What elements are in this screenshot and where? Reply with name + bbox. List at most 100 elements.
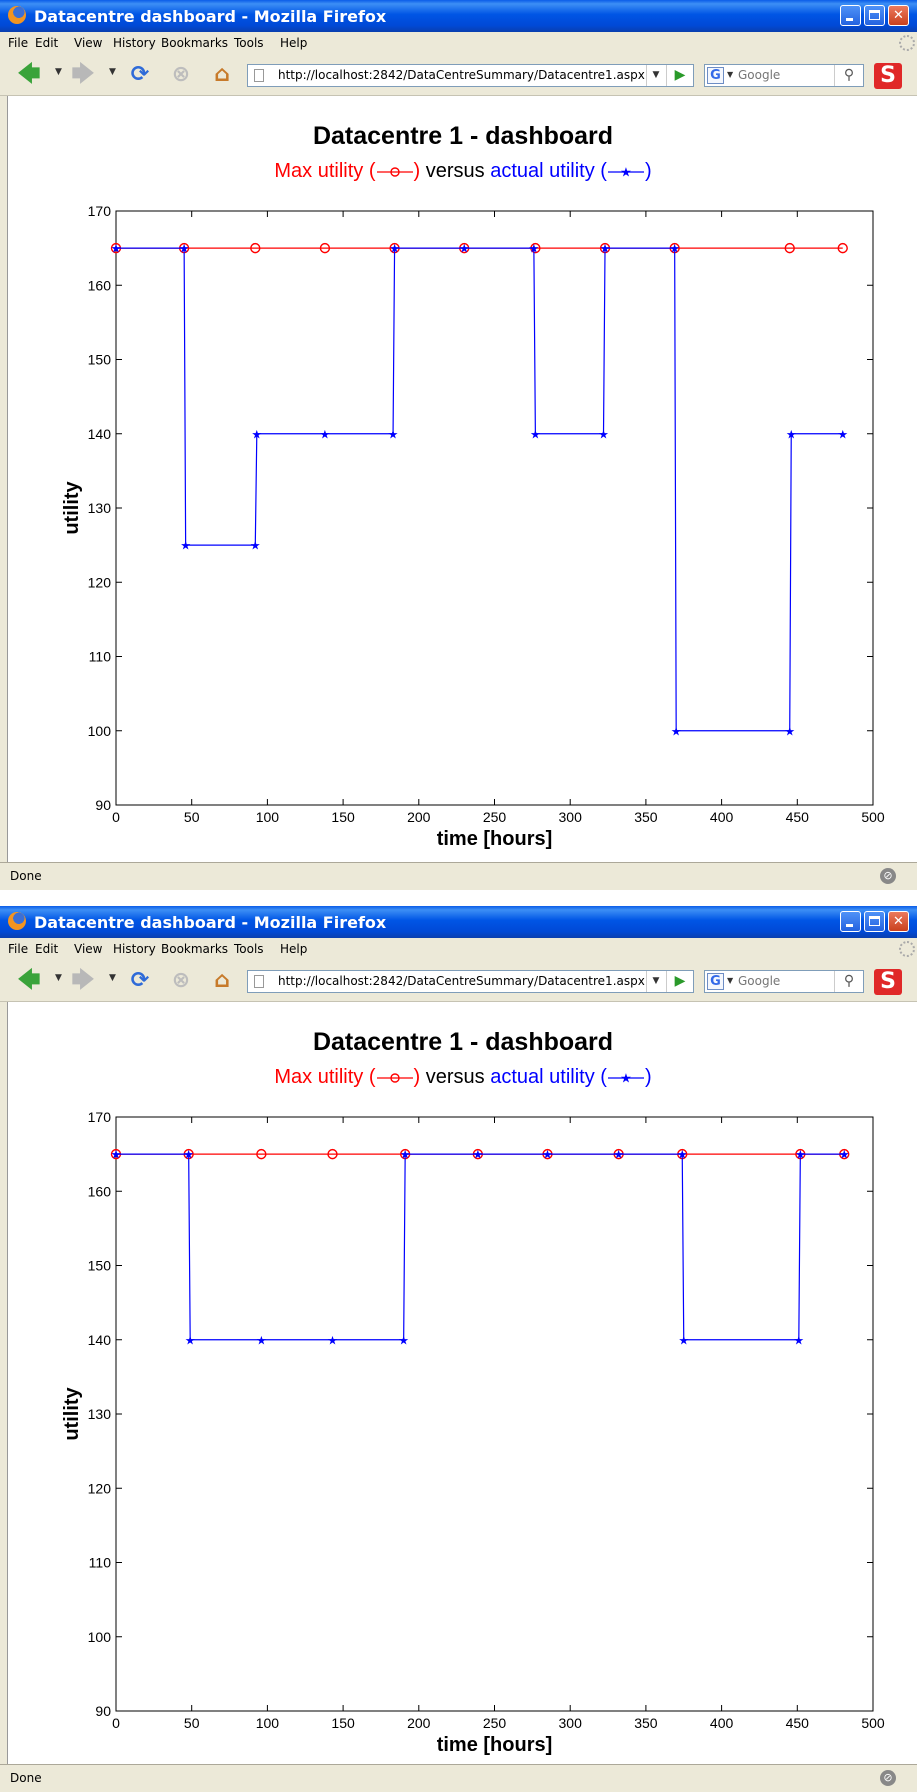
browser-window-top: Datacentre dashboard - Mozilla Firefox ✕…	[0, 0, 917, 890]
max-utility-point	[250, 242, 261, 254]
menu-item-help[interactable]: Help	[280, 942, 308, 956]
menu-item-view[interactable]: View	[74, 36, 103, 50]
reload-icon[interactable]: ⟳	[130, 968, 150, 993]
y-tick-label: 150	[88, 1258, 112, 1274]
search-input[interactable]	[738, 973, 824, 989]
reload-icon[interactable]: ⟳	[130, 62, 150, 87]
window-title: Datacentre dashboard - Mozilla Firefox	[34, 7, 387, 26]
dashboard-title: Datacentre 1 - dashboard	[312, 1028, 614, 1056]
x-tick-label: 100	[256, 1715, 280, 1731]
extension-s-icon[interactable]: S	[874, 969, 902, 995]
y-tick-label: 170	[88, 203, 112, 219]
y-tick-label: 100	[88, 1629, 112, 1645]
menu-item-history[interactable]: History	[113, 942, 156, 956]
url-text[interactable]: http://localhost:2842/DataCentreSummary/…	[278, 68, 645, 82]
page-content: Datacentre 1 - dashboard Max utility () …	[7, 96, 917, 862]
back-arrow-icon[interactable]: 🡄	[17, 968, 41, 993]
menu-item-bookmarks[interactable]: Bookmarks	[161, 36, 229, 50]
google-engine-icon[interactable]: G	[707, 973, 724, 990]
url-bar[interactable]: http://localhost:2842/DataCentreSummary/…	[247, 970, 694, 993]
url-dropdown-icon[interactable]: ▼	[646, 65, 665, 86]
y-tick-label: 120	[88, 1480, 112, 1496]
actual-utility-point: ★	[671, 724, 682, 738]
menu-item-tools[interactable]: Tools	[234, 942, 264, 956]
maximize-button[interactable]	[864, 911, 885, 932]
x-tick-label: 500	[861, 1715, 885, 1731]
y-tick-label: 110	[89, 1555, 112, 1571]
go-arrow-icon[interactable]: ▶	[666, 971, 693, 992]
x-tick-label: 0	[112, 809, 120, 825]
y-tick-label: 160	[88, 1183, 112, 1199]
url-dropdown-icon[interactable]: ▼	[646, 971, 665, 992]
search-icon[interactable]: ⚲	[834, 971, 863, 992]
menu-item-tools[interactable]: Tools	[234, 36, 264, 50]
menu-item-bookmarks[interactable]: Bookmarks	[161, 942, 229, 956]
forward-history-dropdown-icon[interactable]: ▼	[109, 973, 116, 983]
y-tick-label: 130	[88, 1406, 112, 1422]
actual-utility-point: ★	[786, 427, 797, 441]
svg-text:★: ★	[620, 1072, 632, 1084]
subtitle-max-label: Max utility (	[274, 160, 376, 182]
menu-item-help[interactable]: Help	[280, 36, 308, 50]
search-engine-dropdown-icon[interactable]: ▼	[727, 70, 734, 79]
stop-icon[interactable]: ⊗	[171, 968, 191, 993]
stop-icon[interactable]: ⊗	[171, 62, 191, 87]
x-tick-label: 150	[331, 1715, 355, 1731]
page-icon	[254, 69, 264, 82]
extension-s-icon[interactable]: S	[874, 63, 902, 89]
max-utility-point	[837, 242, 848, 254]
minimize-button[interactable]	[840, 5, 861, 26]
x-axis-label: time [hours]	[437, 828, 553, 850]
back-history-dropdown-icon[interactable]: ▼	[55, 973, 62, 983]
x-axis-label: time [hours]	[437, 1734, 553, 1756]
actual-utility-point: ★	[327, 1333, 338, 1347]
google-engine-icon[interactable]: G	[707, 67, 724, 84]
status-text: Done	[10, 869, 42, 883]
search-engine-dropdown-icon[interactable]: ▼	[727, 976, 734, 985]
minimize-button[interactable]	[840, 911, 861, 932]
menu-item-file[interactable]: File	[8, 942, 29, 956]
menu-item-file[interactable]: File	[8, 36, 29, 50]
url-text[interactable]: http://localhost:2842/DataCentreSummary/…	[278, 974, 645, 988]
forward-arrow-icon[interactable]: 🡆	[71, 62, 95, 87]
forward-arrow-icon[interactable]: 🡆	[71, 968, 95, 993]
search-bar: G ▼ ⚲	[704, 970, 864, 993]
actual-utility-point: ★	[185, 1333, 196, 1347]
actual-utility-point: ★	[598, 427, 609, 441]
back-history-dropdown-icon[interactable]: ▼	[55, 67, 62, 77]
go-arrow-icon[interactable]: ▶	[666, 65, 693, 86]
search-input[interactable]	[738, 67, 824, 83]
actual-utility-point: ★	[793, 1333, 804, 1347]
actual-utility-point: ★	[459, 242, 470, 256]
y-tick-label: 90	[95, 1703, 111, 1719]
actual-utility-point: ★	[320, 427, 331, 441]
window-title: Datacentre dashboard - Mozilla Firefox	[34, 913, 387, 932]
url-bar[interactable]: http://localhost:2842/DataCentreSummary/…	[247, 64, 694, 87]
utility-chart: 0 50 100 150 200 250 300 350 400 450 500 90 100 110 12…	[61, 203, 885, 850]
home-icon[interactable]: ⌂	[214, 62, 230, 87]
window-gap	[0, 890, 917, 906]
subtitle-max-close: )	[413, 160, 421, 182]
menu-item-history[interactable]: History	[113, 36, 156, 50]
plot-frame	[115, 210, 874, 806]
subtitle-actual-close: )	[644, 160, 652, 182]
max-utility-point	[327, 1148, 338, 1160]
max-utility-point	[319, 242, 331, 254]
maximize-button[interactable]	[864, 5, 885, 26]
forward-history-dropdown-icon[interactable]: ▼	[109, 67, 116, 77]
search-icon[interactable]: ⚲	[834, 65, 863, 86]
svg-text:★: ★	[620, 166, 632, 178]
series-line-actual-utility	[116, 247, 843, 732]
x-tick-label: 450	[786, 1715, 810, 1731]
back-arrow-icon[interactable]: 🡄	[17, 62, 41, 87]
close-button[interactable]: ✕	[888, 911, 909, 932]
chart-subtitle: Max utility () versus actual utility (★)	[8, 160, 917, 183]
status-icon: ⊘	[880, 1770, 896, 1786]
actual-utility-point: ★	[183, 1148, 194, 1162]
actual-utility-point: ★	[542, 1148, 553, 1162]
close-button[interactable]: ✕	[888, 5, 909, 26]
menu-item-view[interactable]: View	[74, 942, 103, 956]
menu-item-edit[interactable]: Edit	[35, 942, 59, 956]
home-icon[interactable]: ⌂	[214, 968, 230, 993]
menu-item-edit[interactable]: Edit	[35, 36, 59, 50]
